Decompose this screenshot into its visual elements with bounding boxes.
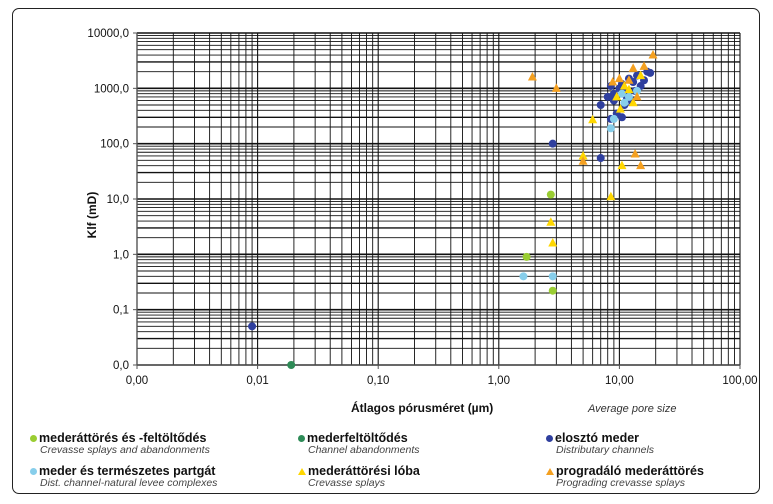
data-point-triangle: [632, 91, 642, 101]
data-point-circle: [633, 86, 642, 95]
data-point-triangle: [628, 97, 638, 107]
y-tick-label: 1000,0: [94, 83, 129, 95]
data-point-circle: [617, 89, 626, 98]
data-point-circle: [548, 286, 557, 295]
data-point-circle: [287, 361, 296, 369]
data-point-circle: [609, 114, 618, 123]
data-point-circle: [646, 68, 655, 77]
x-tick-label: 0,10: [367, 375, 389, 387]
data-point-circle: [596, 100, 605, 109]
data-point-circle: [548, 139, 557, 148]
y-axis-title: Klf (mD): [85, 192, 99, 239]
data-point-triangle: [639, 61, 649, 70]
x-axis-title-en: Average pore size: [587, 403, 676, 415]
data-point-circle: [620, 98, 629, 107]
plot-grid: [136, 32, 741, 366]
data-point-circle: [248, 322, 257, 331]
data-point-circle: [624, 92, 633, 101]
y-tick-label: 10,0: [107, 194, 129, 206]
data-point-circle: [548, 272, 557, 281]
y-tick-label: 1,0: [113, 249, 129, 261]
y-tick-label: 0,0: [113, 360, 129, 372]
data-point-triangle: [588, 114, 598, 124]
tick-labels: 0,00 0,01 0,10 1,00 10,00 100,00 0,0 0,1 1,0 10,0…: [87, 28, 757, 387]
data-point-triangle: [614, 73, 624, 83]
x-axis-title: Átlagos pórusméret (µm): [351, 400, 493, 415]
x-tick-label: 1,00: [488, 375, 510, 387]
x-tick-label: 0,01: [246, 375, 268, 387]
data-point-triangle: [624, 75, 634, 84]
data-point-triangle: [630, 149, 640, 158]
data-point-triangle: [619, 81, 629, 90]
data-point-circle: [617, 113, 626, 122]
data-point-triangle: [617, 160, 627, 170]
data-point-triangle: [608, 77, 618, 86]
y-tick-label: 0,1: [113, 305, 129, 317]
data-point-triangle: [551, 83, 561, 92]
data-point-circle: [522, 252, 531, 261]
data-point-triangle: [636, 160, 646, 170]
data-point-triangle: [606, 191, 616, 201]
x-tick-label: 10,00: [605, 375, 634, 387]
data-point-triangle: [527, 72, 537, 81]
data-point-circle: [606, 124, 615, 133]
x-tick-label: 0,00: [126, 375, 148, 387]
data-point-triangle: [548, 238, 558, 247]
data-point-circle: [603, 92, 612, 101]
x-tick-label: 100,00: [722, 375, 757, 387]
data-point-triangle: [546, 217, 556, 226]
y-tick-label: 10000,0: [87, 28, 129, 40]
data-point-circle: [596, 154, 605, 163]
data-point-triangle: [578, 156, 588, 165]
data-point-triangle: [612, 91, 622, 101]
data-point-circle: [546, 190, 555, 199]
plot-axes: [133, 32, 741, 369]
data-point-triangle: [624, 84, 634, 94]
data-point-triangle: [636, 70, 646, 80]
data-point-triangle: [648, 50, 658, 59]
y-tick-label: 100,0: [100, 139, 129, 151]
data-point-triangle: [628, 63, 638, 72]
data-point-triangle: [615, 104, 625, 113]
data-points: [248, 50, 658, 369]
data-point-triangle: [578, 150, 588, 160]
data-point-circle: [519, 272, 528, 281]
